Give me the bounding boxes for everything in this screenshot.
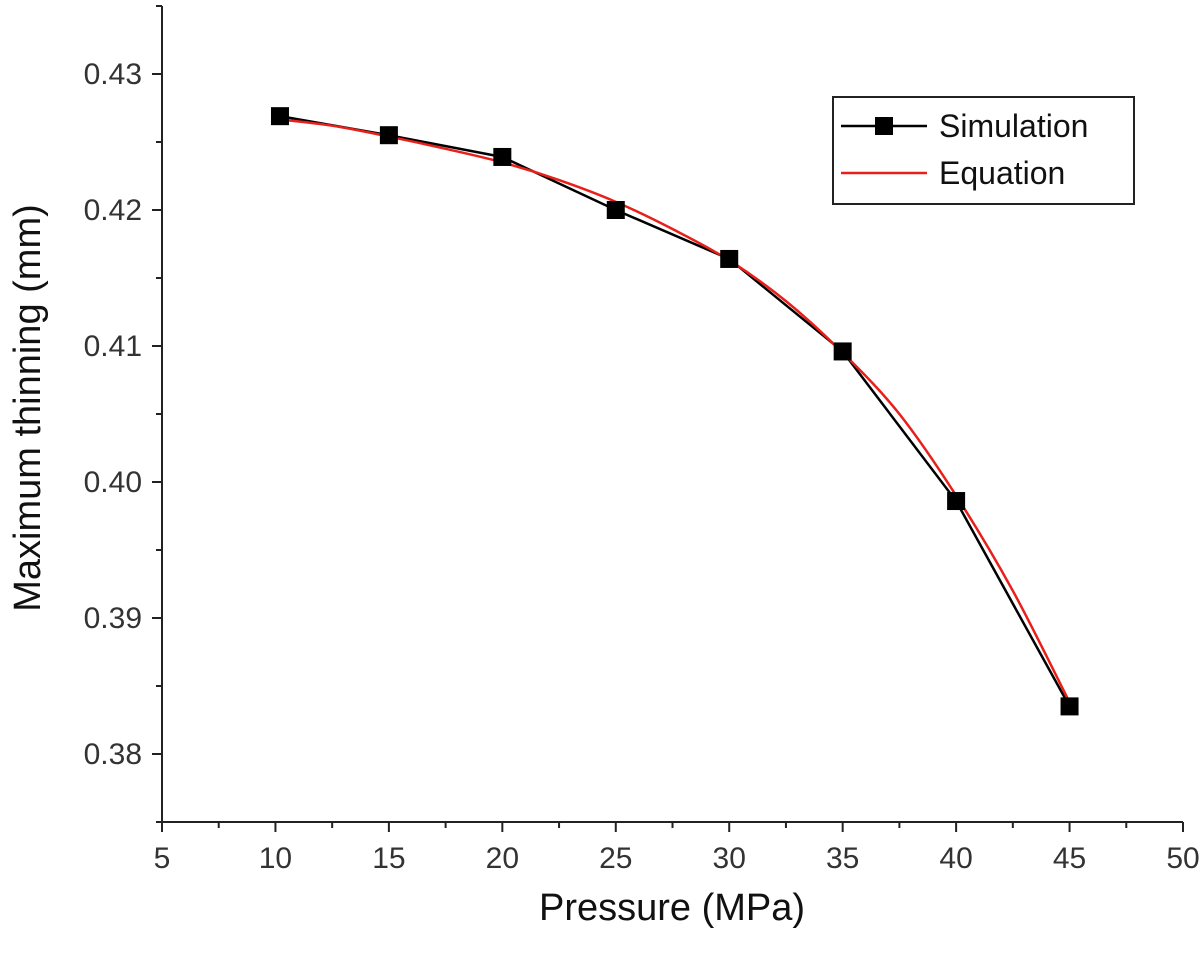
simulation-point — [1060, 697, 1079, 716]
legend: Simulation Equation — [832, 96, 1135, 205]
series-line-equation — [275, 117, 1071, 703]
y-tick-label: 0.40 — [84, 466, 142, 499]
x-tick-label: 45 — [1053, 842, 1086, 875]
simulation-point — [947, 492, 966, 511]
simulation-point — [379, 126, 398, 145]
series-layer — [270, 107, 1079, 716]
legend-box — [832, 96, 1135, 205]
simulation-point — [720, 249, 739, 268]
series-line-simulation — [279, 114, 1071, 708]
y-tick-label: 0.41 — [84, 330, 142, 363]
x-tick-label: 5 — [154, 842, 171, 875]
simulation-point — [606, 201, 625, 219]
simulation-point — [493, 147, 512, 166]
legend-marker-simulation — [875, 117, 893, 135]
x-tick-label: 50 — [1166, 842, 1199, 875]
x-tick-label: 15 — [372, 842, 405, 875]
x-tick-label: 10 — [259, 842, 292, 875]
y-tick-label: 0.43 — [84, 58, 142, 91]
legend-label-equation: Equation — [939, 155, 1065, 191]
y-tick-label: 0.38 — [84, 738, 142, 771]
simulation-point — [270, 107, 289, 126]
x-tick-label: 35 — [826, 842, 859, 875]
x-tick-label: 25 — [599, 842, 632, 875]
simulation-point — [833, 342, 852, 361]
y-tick-label: 0.42 — [84, 194, 142, 227]
x-axis-title: Pressure (MPa) — [539, 887, 805, 929]
legend-label-simulation: Simulation — [939, 108, 1088, 144]
axes: 5 10 15 20 25 30 35 40 45 50 0.38 0.39 0.40 0.41 0.42 0… — [84, 5, 1200, 875]
x-tick-label: 30 — [713, 842, 746, 875]
y-axis-title: Maximum thinning (mm) — [7, 204, 49, 612]
x-tick-label: 40 — [939, 842, 972, 875]
x-tick-label: 20 — [486, 842, 519, 875]
y-tick-label: 0.39 — [84, 602, 142, 635]
